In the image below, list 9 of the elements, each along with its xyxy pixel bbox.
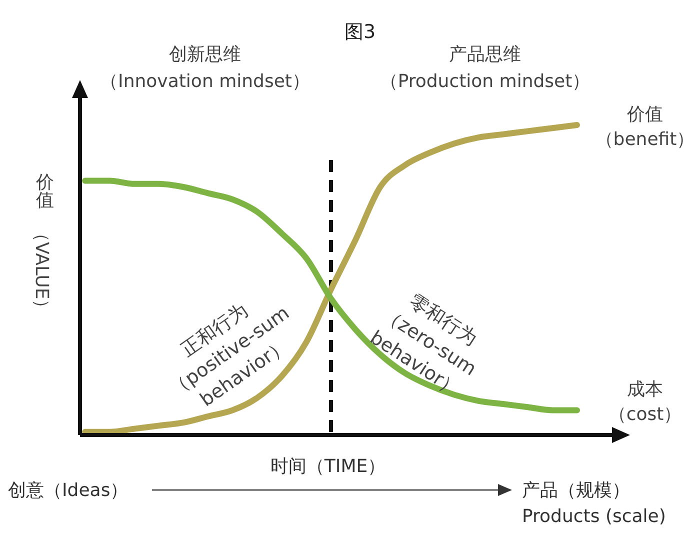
x-axis-title: 时间（TIME） — [270, 456, 386, 477]
text: 产品（规模） Products (scale) — [522, 480, 666, 527]
series-label: 成本（cost） — [608, 379, 682, 426]
series-label: 价值（benefit） — [595, 104, 695, 150]
text: 产品思维（Production mindset） — [380, 44, 590, 92]
text: 创新思维（Innovation mindset） — [100, 44, 310, 92]
text: 创意（Ideas） — [8, 480, 128, 501]
text: 价值（VALUE） — [31, 172, 54, 318]
chart-title: 图3 — [344, 21, 376, 43]
